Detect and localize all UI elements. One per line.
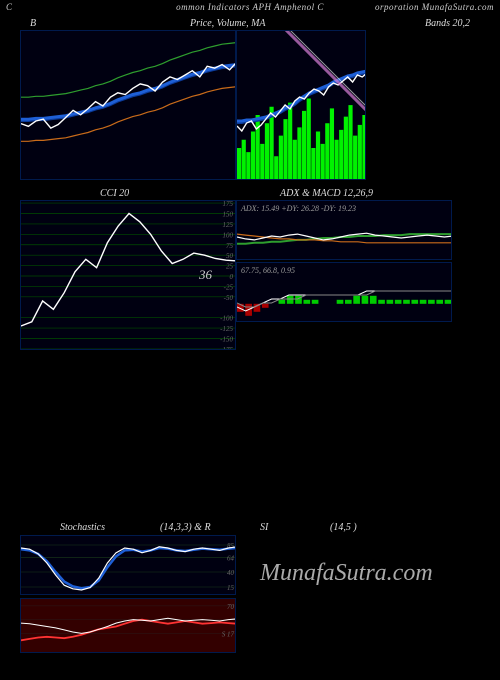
price-bands-chart <box>20 30 236 180</box>
indicator-dashboard: C ommon Indicators APH Amphenol C orpora… <box>0 0 500 680</box>
stoch-title-left: Stochastics <box>60 522 105 533</box>
svg-text:70: 70 <box>227 603 235 611</box>
stoch-title-right: (14,5 ) <box>330 522 357 533</box>
svg-text:150: 150 <box>223 211 234 219</box>
svg-text:-150: -150 <box>220 336 233 344</box>
header-right-frag: orporation MunafaSutra.com <box>375 2 494 12</box>
svg-text:75: 75 <box>226 242 234 250</box>
stochastics-chart: 85644015 <box>20 535 236 595</box>
cci-chart: 175 150 125 100 75 50 25 0 -25 -50 -100 -125 -150 -17… <box>20 200 236 350</box>
svg-text:ADX: 15.49 +DY: 26.28 -DY: 19: ADX: 15.49 +DY: 26.28 -DY: 19.23 <box>240 204 356 213</box>
svg-text:-175: -175 <box>220 346 233 350</box>
adx-macd-title: ADX & MACD 12,26,9 <box>280 188 373 199</box>
volume-ma-chart <box>236 30 366 180</box>
price-title-mid: Price, Volume, MA <box>190 18 266 29</box>
svg-text:-25: -25 <box>224 283 234 291</box>
svg-text:-125: -125 <box>220 325 233 333</box>
svg-text:50: 50 <box>226 252 234 260</box>
rsi-chart: 70 S 17 <box>20 598 236 653</box>
svg-text:125: 125 <box>223 221 234 229</box>
price-title-b: B <box>30 18 36 29</box>
svg-text:64: 64 <box>227 555 235 563</box>
svg-text:-50: -50 <box>224 294 234 302</box>
svg-text:36: 36 <box>198 267 213 282</box>
svg-text:0: 0 <box>230 273 234 281</box>
cci-title: CCI 20 <box>100 188 129 199</box>
svg-text:15: 15 <box>227 584 235 592</box>
svg-text:40: 40 <box>227 569 235 577</box>
stoch-title-si: SI <box>260 522 268 533</box>
stoch-title-mid: (14,3,3) & R <box>160 522 211 533</box>
header-left-frag: C <box>6 2 13 12</box>
header-center: ommon Indicators APH Amphenol C <box>176 2 324 12</box>
macd-chart: 67.75, 66.8, 0.95 <box>236 262 452 322</box>
svg-text:100: 100 <box>223 231 234 239</box>
svg-text:-100: -100 <box>220 315 233 323</box>
svg-text:175: 175 <box>223 201 234 208</box>
adx-chart: ADX: 15.49 +DY: 26.28 -DY: 19.23 <box>236 200 452 260</box>
price-title-bands: Bands 20,2 <box>425 18 470 29</box>
watermark-text: MunafaSutra.com <box>260 560 433 587</box>
svg-text:S 17: S 17 <box>222 630 235 638</box>
svg-text:67.75, 66.8, 0.95: 67.75, 66.8, 0.95 <box>241 266 295 275</box>
page-header: C ommon Indicators APH Amphenol C orpora… <box>0 2 500 12</box>
svg-text:25: 25 <box>226 263 234 271</box>
